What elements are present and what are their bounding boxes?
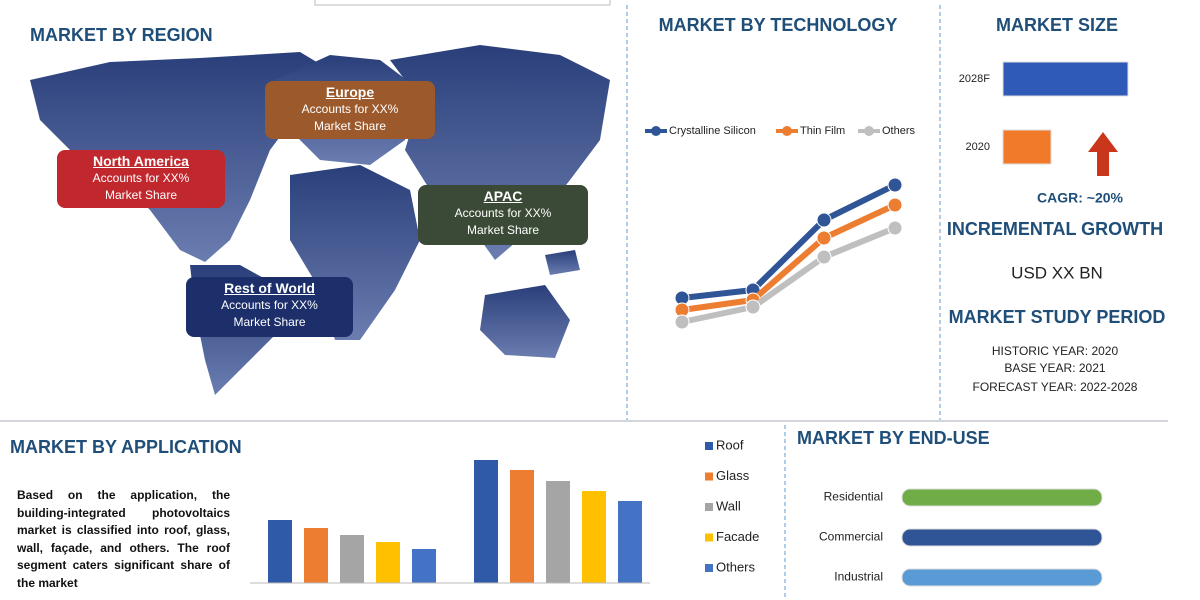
legend-swatch xyxy=(705,472,713,481)
region-label: Rest of World Accounts for XX% Market Shar… xyxy=(186,277,353,337)
bar xyxy=(376,542,400,583)
region-label: APAC Accounts for XX% Market Share xyxy=(418,185,588,245)
bar xyxy=(618,501,642,583)
study-title: MARKET STUDY PERIOD xyxy=(949,307,1166,327)
legend-swatch xyxy=(705,533,713,542)
series-line xyxy=(681,202,897,313)
legend-label: Wall xyxy=(716,498,741,513)
top-frame xyxy=(314,0,611,6)
study-line: HISTORIC YEAR: 2020 xyxy=(992,344,1119,358)
category-label: Residential xyxy=(824,490,883,504)
region-name: Europe xyxy=(325,84,375,100)
legend-label: Others xyxy=(716,559,756,574)
bar xyxy=(582,491,606,583)
legend-label: Crystalline Silicon xyxy=(669,125,756,137)
bar xyxy=(268,520,292,583)
legend-label: Thin Film xyxy=(800,125,845,137)
incremental-value: USD XX BN xyxy=(1011,263,1103,282)
region-name: Rest of World xyxy=(224,280,315,296)
category-label: 2028F xyxy=(959,73,990,85)
bar xyxy=(412,549,436,583)
region-line: Accounts for XX% xyxy=(454,206,552,220)
bar xyxy=(901,528,1103,547)
legend-swatch xyxy=(864,126,874,136)
study-line: FORECAST YEAR: 2022-2028 xyxy=(973,380,1138,394)
category-label: 2020 xyxy=(966,141,990,153)
legend-label: Facade xyxy=(716,529,759,544)
region-line: Accounts for XX% xyxy=(92,171,190,185)
region-title: MARKET BY REGION xyxy=(30,25,213,45)
legend-swatch xyxy=(705,503,713,511)
region-line: Market Share xyxy=(466,223,540,237)
point xyxy=(674,314,690,330)
application-text: Based on the application, the building-i… xyxy=(17,488,230,590)
bar xyxy=(901,488,1103,507)
region-line: Market Share xyxy=(104,188,178,202)
cagr: CAGR: ~20% xyxy=(1037,190,1124,206)
region-line: Market Share xyxy=(313,119,387,133)
legend-swatch xyxy=(705,442,713,450)
point xyxy=(816,212,832,228)
bar xyxy=(901,568,1103,587)
bar xyxy=(304,528,328,583)
chart-title: MARKET SIZE xyxy=(996,15,1118,35)
point xyxy=(745,299,761,315)
region-line: Accounts for XX% xyxy=(221,298,318,312)
region-line: Accounts for XX% xyxy=(301,102,399,116)
series-line xyxy=(681,225,897,325)
category-label: Industrial xyxy=(834,570,883,584)
incremental-title: INCREMENTAL GROWTH xyxy=(947,219,1163,239)
legend-label: Glass xyxy=(716,468,750,483)
bar xyxy=(474,460,498,583)
bar xyxy=(1002,61,1129,97)
point xyxy=(816,249,832,265)
growth-arrow xyxy=(1088,132,1118,176)
region-label: Europe Accounts for XX% Market Share xyxy=(265,81,435,139)
category-label: Commercial xyxy=(819,530,883,544)
chart-title: MARKET BY APPLICATION xyxy=(10,437,242,457)
region-label: North America Accounts for XX% Market Shar… xyxy=(57,150,225,208)
legend-swatch xyxy=(782,126,792,136)
point xyxy=(887,220,903,236)
chart-title: MARKET BY TECHNOLOGY xyxy=(659,15,898,35)
point xyxy=(887,197,903,213)
legend-swatch xyxy=(705,564,713,572)
chart-title: MARKET BY END-USE xyxy=(797,428,990,448)
region-line: Market Share xyxy=(233,315,306,329)
study-line: BASE YEAR: 2021 xyxy=(1004,361,1106,375)
legend-swatch xyxy=(651,126,661,136)
bar xyxy=(546,481,570,583)
legend-label: Roof xyxy=(716,437,744,452)
region-name: North America xyxy=(93,153,189,169)
bar xyxy=(1002,129,1052,165)
legend-label: Others xyxy=(882,125,916,137)
region-name: APAC xyxy=(483,188,523,204)
series-line xyxy=(681,182,897,301)
point xyxy=(887,177,903,193)
bar xyxy=(510,470,534,583)
point xyxy=(816,230,832,246)
bar xyxy=(340,535,364,583)
